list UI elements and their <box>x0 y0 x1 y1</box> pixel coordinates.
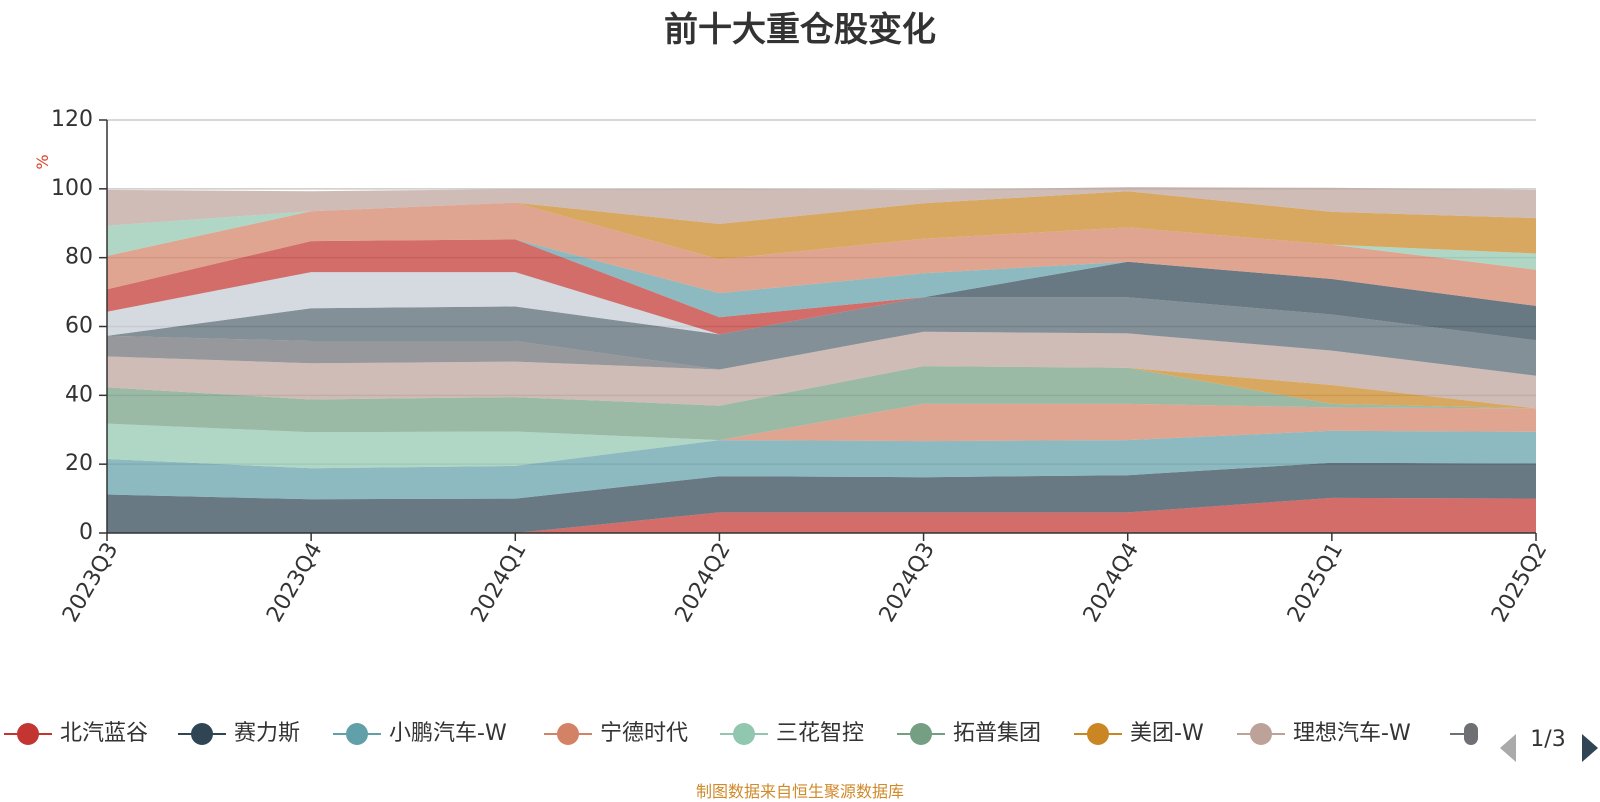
data-source-note: 制图数据来自恒生聚源数据库 <box>695 782 904 801</box>
area-series-13[interactable] <box>107 239 1536 318</box>
area-series-6[interactable] <box>107 366 1536 409</box>
area-series-10[interactable] <box>107 272 1536 341</box>
legend-marker-icon <box>1250 723 1272 745</box>
area-series-11[interactable] <box>107 261 1536 341</box>
legend-label: 理想汽车-W <box>1293 721 1411 746</box>
legend-item[interactable]: 宁德时代 <box>544 721 688 746</box>
legend-marker-icon <box>557 723 579 745</box>
x-tick-label: 2023Q3 <box>58 539 123 627</box>
legend-label: 美团-W <box>1130 721 1204 746</box>
legend-label: 拓普集团 <box>953 721 1041 746</box>
legend-marker-icon <box>733 723 755 745</box>
legend[interactable]: 北汽蓝谷 赛力斯 小鹏汽车-W 宁德时代 三花智控 拓普集团 美团-W 理想汽车-W <box>4 721 1478 746</box>
x-tick-label: 2025Q2 <box>1487 539 1552 627</box>
legend-label: 小鹏汽车-W <box>389 721 507 746</box>
area-series-0[interactable] <box>107 497 1536 533</box>
legend-marker-icon <box>346 723 368 745</box>
pager-next-icon[interactable] <box>1582 734 1598 762</box>
area-series-12[interactable] <box>107 239 1536 335</box>
y-axis-label: % <box>33 154 52 169</box>
y-tick-label: 120 <box>51 107 93 132</box>
legend-item[interactable]: 美团-W <box>1074 721 1204 746</box>
chart-title: 前十大重仓股变化 <box>664 10 936 50</box>
y-tick-label: 60 <box>65 314 93 339</box>
x-tick-label: 2024Q2 <box>671 539 736 627</box>
legend-label: 宁德时代 <box>600 721 688 746</box>
legend-item[interactable]: 赛力斯 <box>178 721 300 746</box>
area-series-14[interactable] <box>107 202 1536 306</box>
x-tick-label: 2025Q1 <box>1283 539 1348 627</box>
legend-item-partial[interactable] <box>1450 723 1478 745</box>
area-series-9[interactable] <box>107 297 1536 376</box>
legend-pager: 1/3 <box>1500 727 1598 762</box>
legend-item[interactable]: 三花智控 <box>720 721 864 746</box>
legend-marker-icon <box>191 723 213 745</box>
legend-marker-icon <box>1464 723 1478 745</box>
legend-marker-icon <box>17 723 39 745</box>
legend-item[interactable]: 北汽蓝谷 <box>4 721 148 746</box>
x-tick-label: 2024Q3 <box>875 539 940 627</box>
area-series-7[interactable] <box>107 331 1536 409</box>
area-series-3[interactable] <box>107 403 1536 469</box>
area-series-8[interactable] <box>107 331 1536 376</box>
x-tick-label: 2024Q1 <box>466 539 531 627</box>
legend-marker-icon <box>1087 723 1109 745</box>
area-series-4[interactable] <box>107 403 1536 469</box>
y-tick-label: 20 <box>65 451 93 476</box>
y-tick-label: 40 <box>65 382 93 407</box>
legend-item[interactable]: 理想汽车-W <box>1237 721 1411 746</box>
area-series-16[interactable] <box>107 191 1536 260</box>
y-tick-label: 0 <box>79 520 93 545</box>
x-tick-label: 2023Q4 <box>262 539 327 627</box>
pager-label: 1/3 <box>1530 727 1565 752</box>
x-tick-label: 2024Q4 <box>1079 539 1144 627</box>
legend-item[interactable]: 拓普集团 <box>897 721 1041 746</box>
pager-prev-icon[interactable] <box>1500 734 1516 762</box>
y-tick-label: 100 <box>51 176 93 201</box>
y-tick-label: 80 <box>65 245 93 270</box>
area-series-17[interactable] <box>107 187 1536 226</box>
legend-label: 北汽蓝谷 <box>60 721 148 746</box>
legend-item[interactable]: 小鹏汽车-W <box>333 721 507 746</box>
area-series-5[interactable] <box>107 366 1536 441</box>
area-series-2[interactable] <box>107 430 1536 500</box>
area-series-1[interactable] <box>107 462 1536 533</box>
legend-marker-icon <box>910 723 932 745</box>
legend-label: 赛力斯 <box>234 721 300 746</box>
area-series-group <box>107 187 1536 533</box>
legend-label: 三花智控 <box>776 721 864 746</box>
